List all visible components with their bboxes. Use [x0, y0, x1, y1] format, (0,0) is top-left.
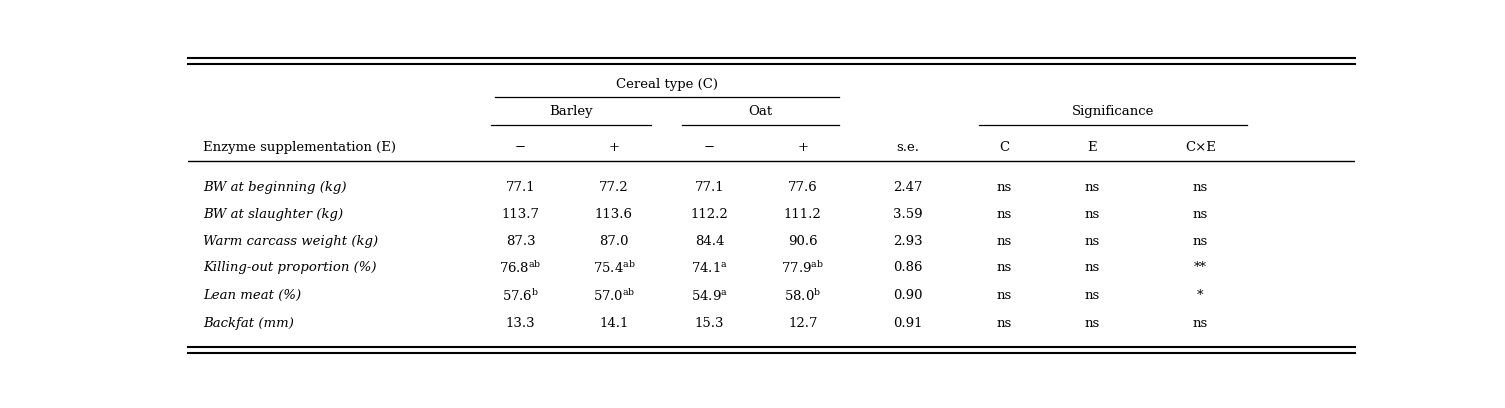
Text: Warm carcass weight (kg): Warm carcass weight (kg) — [203, 235, 378, 248]
Text: ns: ns — [1193, 181, 1209, 194]
Text: ns: ns — [1193, 235, 1209, 248]
Text: ns: ns — [1193, 208, 1209, 221]
Text: 77.1: 77.1 — [506, 181, 536, 194]
Text: BW at slaughter (kg): BW at slaughter (kg) — [203, 208, 343, 221]
Text: ns: ns — [1085, 181, 1100, 194]
Text: BW at beginning (kg): BW at beginning (kg) — [203, 181, 346, 194]
Text: **: ** — [1193, 262, 1207, 275]
Text: s.e.: s.e. — [897, 142, 920, 154]
Text: ns: ns — [1085, 262, 1100, 275]
Text: 111.2: 111.2 — [784, 208, 822, 221]
Text: 75.4$^{\mathregular{ab}}$: 75.4$^{\mathregular{ab}}$ — [593, 260, 635, 276]
Text: 113.6: 113.6 — [594, 208, 632, 221]
Text: 54.9$^{\mathregular{a}}$: 54.9$^{\mathregular{a}}$ — [691, 288, 728, 303]
Text: 57.0$^{\mathregular{ab}}$: 57.0$^{\mathregular{ab}}$ — [593, 288, 635, 304]
Text: 113.7: 113.7 — [501, 208, 539, 221]
Text: 76.8$^{\mathregular{ab}}$: 76.8$^{\mathregular{ab}}$ — [500, 260, 542, 276]
Text: ns: ns — [1085, 317, 1100, 330]
Text: 2.47: 2.47 — [892, 181, 923, 194]
Text: 77.2: 77.2 — [599, 181, 629, 194]
Text: E: E — [1087, 142, 1097, 154]
Text: ns: ns — [996, 317, 1013, 330]
Text: Backfat (mm): Backfat (mm) — [203, 317, 293, 330]
Text: +: + — [798, 142, 808, 154]
Text: 14.1: 14.1 — [599, 317, 629, 330]
Text: 3.59: 3.59 — [892, 208, 923, 221]
Text: −: − — [515, 142, 527, 154]
Text: 74.1$^{\mathregular{a}}$: 74.1$^{\mathregular{a}}$ — [691, 261, 728, 275]
Text: ns: ns — [996, 289, 1013, 302]
Text: ns: ns — [996, 262, 1013, 275]
Text: Barley: Barley — [549, 105, 593, 118]
Text: C: C — [999, 142, 1010, 154]
Text: Killing-out proportion (%): Killing-out proportion (%) — [203, 262, 376, 275]
Text: Significance: Significance — [1072, 105, 1154, 118]
Text: 58.0$^{\mathregular{b}}$: 58.0$^{\mathregular{b}}$ — [784, 288, 822, 304]
Text: Enzyme supplementation (E): Enzyme supplementation (E) — [203, 142, 396, 154]
Text: 13.3: 13.3 — [506, 317, 536, 330]
Text: ns: ns — [996, 181, 1013, 194]
Text: ns: ns — [996, 208, 1013, 221]
Text: ns: ns — [1085, 235, 1100, 248]
Text: ns: ns — [1085, 208, 1100, 221]
Text: 87.0: 87.0 — [599, 235, 629, 248]
Text: 0.90: 0.90 — [892, 289, 923, 302]
Text: 77.9$^{\mathregular{ab}}$: 77.9$^{\mathregular{ab}}$ — [781, 260, 825, 276]
Text: 90.6: 90.6 — [789, 235, 817, 248]
Text: 0.86: 0.86 — [892, 262, 923, 275]
Text: Oat: Oat — [748, 105, 772, 118]
Text: 2.93: 2.93 — [892, 235, 923, 248]
Text: ns: ns — [996, 235, 1013, 248]
Text: 112.2: 112.2 — [691, 208, 728, 221]
Text: C×E: C×E — [1184, 142, 1216, 154]
Text: 87.3: 87.3 — [506, 235, 536, 248]
Text: 57.6$^{\mathregular{b}}$: 57.6$^{\mathregular{b}}$ — [503, 288, 539, 304]
Text: ns: ns — [1193, 317, 1209, 330]
Text: ns: ns — [1085, 289, 1100, 302]
Text: *: * — [1198, 289, 1204, 302]
Text: −: − — [704, 142, 715, 154]
Text: +: + — [608, 142, 620, 154]
Text: 15.3: 15.3 — [695, 317, 724, 330]
Text: 0.91: 0.91 — [892, 317, 923, 330]
Text: 84.4: 84.4 — [695, 235, 724, 248]
Text: 77.6: 77.6 — [789, 181, 817, 194]
Text: 12.7: 12.7 — [789, 317, 817, 330]
Text: Lean meat (%): Lean meat (%) — [203, 289, 301, 302]
Text: 77.1: 77.1 — [695, 181, 724, 194]
Text: Cereal type (C): Cereal type (C) — [616, 78, 718, 91]
